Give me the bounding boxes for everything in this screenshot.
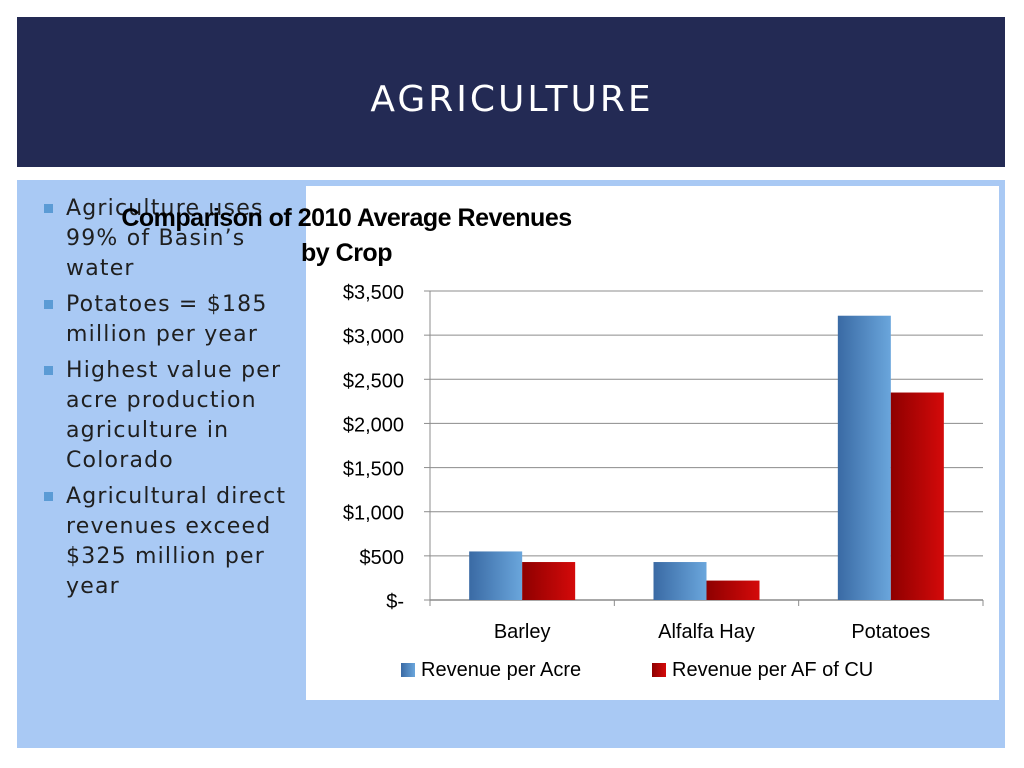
legend-label: Revenue per Acre bbox=[421, 659, 581, 681]
y-tick-label: $2,500 bbox=[343, 370, 404, 392]
y-tick-label: $3,500 bbox=[343, 282, 404, 304]
y-tick-label: $1,500 bbox=[343, 459, 404, 481]
bar-revenue-per-acre-potatoes bbox=[837, 315, 891, 600]
y-tick-label: $3,000 bbox=[343, 326, 404, 348]
bar-revenue-per-af-alfalfa-hay bbox=[706, 580, 760, 600]
chart-title-line-1: Comparison of 2010 Average Revenues bbox=[121, 204, 572, 232]
bar-revenue-per-af-barley bbox=[522, 562, 576, 600]
bar-revenue-per-acre-barley bbox=[469, 551, 523, 600]
square-bullet-icon bbox=[44, 492, 53, 501]
square-bullet-icon bbox=[44, 366, 53, 375]
bullet-text: Highest value per acre production agricu… bbox=[66, 358, 282, 473]
legend-label: Revenue per AF of CU bbox=[672, 659, 873, 681]
y-tick-label: $500 bbox=[360, 547, 405, 569]
y-tick-label: $2,000 bbox=[343, 414, 404, 436]
header-bar bbox=[17, 17, 1005, 167]
square-bullet-icon bbox=[44, 204, 53, 213]
chart-title-line-2: by Crop bbox=[301, 239, 392, 267]
bullet-item: Agriculture uses 99% of Basin’s water bbox=[40, 194, 302, 284]
bar-revenue-per-acre-alfalfa-hay bbox=[653, 562, 707, 600]
legend-swatch-revenue-per-acre bbox=[401, 663, 415, 677]
bullet-text: Agriculture uses 99% of Basin’s water bbox=[66, 196, 264, 281]
x-tick-label: Barley bbox=[494, 621, 551, 643]
bullet-text: Potatoes = $185 million per year bbox=[66, 292, 268, 347]
y-tick-label: $1,000 bbox=[343, 503, 404, 525]
bullet-list: Agriculture uses 99% of Basin’s water Po… bbox=[40, 194, 302, 608]
slide-title: AGRICULTURE bbox=[370, 79, 654, 120]
bullet-text: Agricultural direct revenues exceed $325… bbox=[66, 484, 287, 599]
bar-revenue-per-af-potatoes bbox=[890, 392, 944, 600]
bullet-item: Potatoes = $185 million per year bbox=[40, 290, 302, 350]
y-tick-label: $- bbox=[386, 591, 404, 613]
bullet-item: Highest value per acre production agricu… bbox=[40, 356, 302, 476]
x-tick-label: Alfalfa Hay bbox=[658, 621, 755, 643]
x-tick-label: Potatoes bbox=[851, 621, 930, 643]
legend-swatch-revenue-per-af bbox=[652, 663, 666, 677]
bullet-item: Agricultural direct revenues exceed $325… bbox=[40, 482, 302, 602]
square-bullet-icon bbox=[44, 300, 53, 309]
